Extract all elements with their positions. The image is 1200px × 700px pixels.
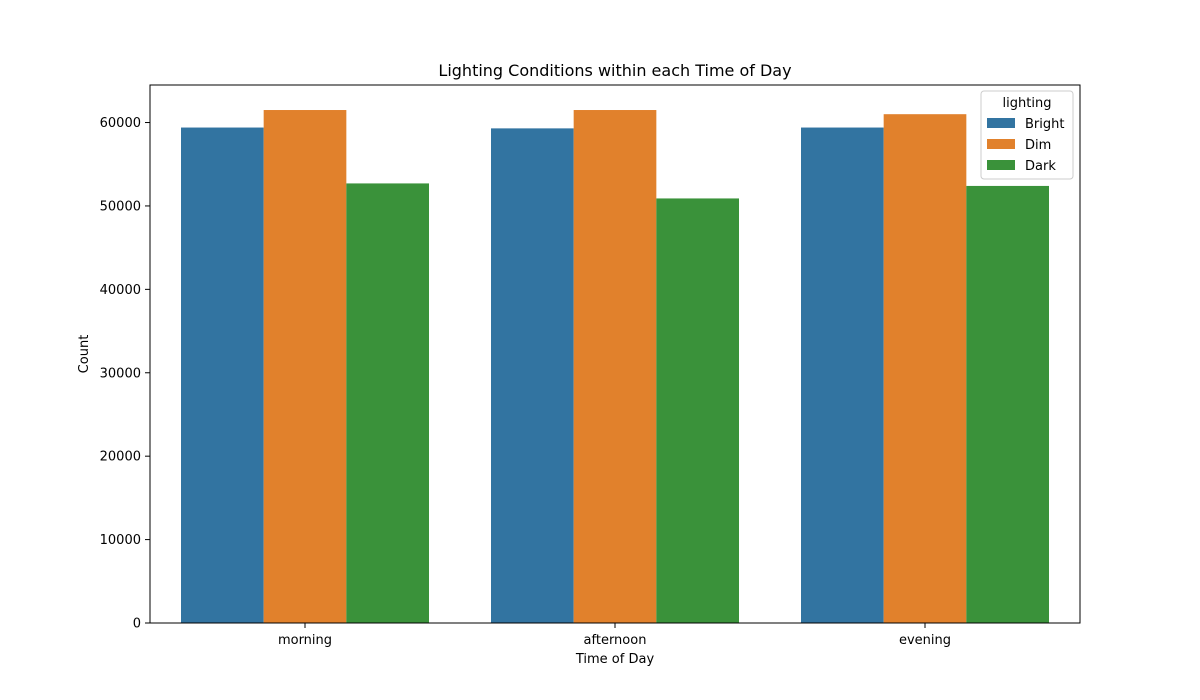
bar-bright-afternoon [491, 128, 574, 623]
legend-title: lighting [1003, 96, 1052, 111]
legend-box [980, 90, 1074, 180]
bar-dim-afternoon [573, 110, 657, 623]
bar-bright-morning [181, 127, 264, 623]
legend-label-dark: Dark [1025, 159, 1056, 174]
y-tick-label: 0 [133, 617, 141, 632]
y-tick-label: 10000 [100, 533, 141, 548]
bar-dark-morning [346, 183, 429, 624]
y-axis-label: Count [77, 335, 92, 374]
bars-group [181, 110, 1049, 624]
x-tick-label-evening: evening [899, 633, 951, 648]
y-axis-ticks: 0 10000 20000 30000 40000 50000 60000 [100, 116, 150, 632]
legend-swatch-dark [987, 160, 1015, 170]
y-tick-label: 30000 [100, 366, 141, 381]
bar-dim-evening [883, 114, 967, 623]
y-tick-label: 20000 [100, 450, 141, 465]
bar-dark-afternoon [656, 198, 739, 623]
legend-swatch-bright [987, 118, 1015, 128]
legend-items: Bright Dim Dark [987, 117, 1064, 174]
plot-frame [149, 84, 1081, 624]
legend-label-dim: Dim [1025, 138, 1051, 153]
x-tick-label-afternoon: afternoon [584, 633, 647, 648]
bar-bright-evening [801, 127, 884, 623]
x-axis-ticks: morning afternoon evening [278, 623, 951, 648]
legend-swatch-dim [987, 139, 1015, 149]
bar-dark-evening [966, 185, 1049, 623]
x-tick-label-morning: morning [278, 633, 332, 648]
y-tick-label: 60000 [100, 116, 141, 131]
chart-title: Lighting Conditions within each Time of … [438, 61, 791, 80]
legend-label-bright: Bright [1025, 117, 1064, 132]
x-axis-label: Time of Day [575, 652, 655, 667]
bar-dim-morning [263, 110, 347, 623]
y-tick-label: 50000 [100, 199, 141, 214]
legend: lighting Bright Dim Dark [980, 90, 1074, 180]
y-tick-label: 40000 [100, 283, 141, 298]
